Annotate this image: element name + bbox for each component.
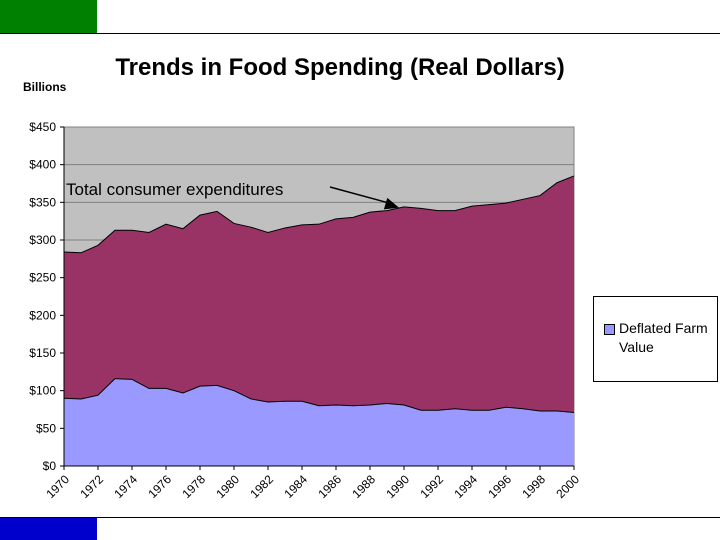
slide-bottom-bar: [0, 517, 720, 540]
outline-total-consumer-expenditures: [63, 175, 575, 254]
x-tick-label-1980: 1980: [213, 472, 242, 501]
area-deflated-farm-value: [64, 378, 574, 466]
y-tick-label-200: $200: [29, 308, 56, 322]
annotation-arrow-line: [329, 186, 392, 205]
x-tick-label-1986: 1986: [315, 472, 344, 501]
legend-swatch-farm-value: [604, 324, 615, 335]
x-tick-label-1996: 1996: [485, 472, 514, 501]
y-tick-label-0: $0: [43, 459, 57, 473]
x-tick-label-1990: 1990: [383, 472, 412, 501]
x-tick-label-1976: 1976: [145, 472, 174, 501]
x-tick-label-1982: 1982: [247, 472, 276, 501]
x-tick-labels: 1970 1972 1974 1976 1978 1980 1982 1984 1986 1988…: [43, 466, 582, 501]
x-tick-label-1974: 1974: [111, 472, 140, 501]
y-axis-units-label: Billions: [23, 80, 67, 94]
x-tick-label-1978: 1978: [179, 472, 208, 501]
chart-title: Trends in Food Spending (Real Dollars): [115, 54, 565, 81]
bottom-rule: [0, 517, 720, 518]
y-tick-label-100: $100: [29, 384, 56, 398]
annotations: Total consumer expenditures: [66, 180, 399, 210]
y-tick-labels: $0 $50 $100 $150 $200 $250 $300 $350 $400 $450: [29, 120, 64, 473]
axes: [63, 127, 574, 467]
legend-label-farm-value: Deflated Farm Value: [619, 320, 708, 355]
y-tick-label-50: $50: [36, 421, 56, 435]
x-tick-label-1988: 1988: [349, 472, 378, 501]
x-tick-label-2000: 2000: [553, 472, 582, 501]
bottom-accent-block: [0, 517, 97, 540]
outline-deflated-farm-value: [63, 378, 575, 414]
y-tick-label-300: $300: [29, 233, 56, 247]
legend: Deflated Farm Value: [593, 296, 718, 382]
y-tick-label-250: $250: [29, 271, 56, 285]
annotation-arrowhead-icon: [383, 197, 399, 210]
y-tick-label-400: $400: [29, 158, 56, 172]
y-tick-label-350: $350: [29, 195, 56, 209]
x-tick-label-1998: 1998: [519, 472, 548, 501]
top-rule: [0, 33, 720, 34]
y-tick-label-450: $450: [29, 120, 56, 134]
x-tick-label-1992: 1992: [417, 472, 446, 501]
x-tick-label-1994: 1994: [451, 472, 480, 501]
x-tick-label-1970: 1970: [43, 472, 72, 501]
y-tick-label-150: $150: [29, 346, 56, 360]
slide-top-bar: [0, 0, 720, 34]
series-areas: [63, 175, 575, 466]
x-tick-label-1972: 1972: [77, 472, 106, 501]
x-tick-label-1984: 1984: [281, 472, 310, 501]
annotation-total-consumer-expenditures: Total consumer expenditures: [66, 180, 283, 199]
top-accent-block: [0, 0, 97, 34]
